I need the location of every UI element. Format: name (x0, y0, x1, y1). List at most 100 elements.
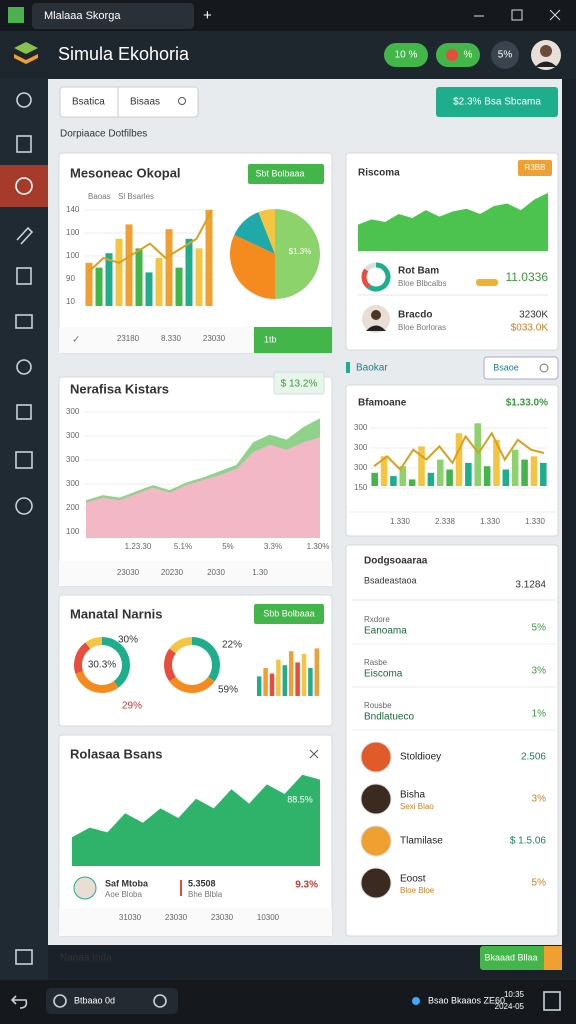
bar (288, 651, 294, 696)
taskbar-item-label: Btbaao 0d (74, 995, 115, 1005)
donut-segment (169, 676, 215, 693)
nav-icon[interactable] (16, 226, 34, 245)
bar (256, 676, 262, 696)
footer-badge[interactable] (254, 327, 332, 353)
search-icon[interactable] (178, 97, 186, 105)
tray-label: Bsao Bkaaos ZE60 (428, 995, 505, 1005)
label: 5.1% (174, 542, 192, 551)
label: 30.3% (88, 660, 116, 671)
bar (175, 267, 183, 306)
tab-title: Mlalaaa Skorga (44, 10, 121, 22)
sidebar (0, 79, 48, 980)
maximize-button[interactable] (511, 9, 523, 21)
label: 10300 (257, 913, 280, 922)
label: 5% (532, 623, 547, 634)
label: 3% (532, 794, 547, 805)
nav-icon[interactable] (16, 267, 32, 285)
bar (446, 469, 453, 486)
bar (95, 267, 103, 306)
bar (282, 665, 288, 696)
close-button[interactable] (549, 9, 561, 21)
bar (205, 210, 213, 306)
label: Rasbe (364, 658, 388, 667)
label: Bndlatueco (364, 712, 414, 723)
label: 2.338 (435, 517, 456, 526)
donut-segment (74, 642, 91, 674)
bar (105, 253, 113, 306)
dropdown-label: Sbb Bolbaaa (263, 608, 315, 618)
pie-slice (234, 212, 275, 254)
toolbar-button-label: $2.3% Bsa Sbcama (453, 97, 541, 108)
toolbar-button[interactable] (436, 87, 558, 117)
row-value: 5.3508 (188, 878, 216, 888)
card-title: Bfamoane (358, 398, 407, 409)
label: 200 (66, 503, 80, 512)
label: 23030 (203, 334, 226, 343)
row-value: $033.0K (511, 323, 549, 334)
bar (314, 648, 320, 696)
nav-icon[interactable] (16, 135, 32, 153)
progress-pill (476, 279, 498, 286)
dropdown[interactable] (254, 604, 324, 624)
nav-icon[interactable] (16, 359, 32, 375)
nav-icon[interactable] (15, 949, 33, 965)
nav-icon[interactable] (15, 451, 33, 469)
status-circle[interactable] (491, 41, 519, 69)
donut-segment (164, 648, 176, 682)
bar (399, 466, 407, 486)
browser-tab[interactable] (32, 3, 194, 29)
row-name: Saf Mtoba (105, 878, 149, 888)
card-footer (59, 561, 332, 586)
status-pill[interactable] (384, 43, 428, 67)
label: 100 (66, 251, 80, 260)
clock-icon[interactable] (153, 994, 167, 1008)
card (345, 544, 559, 937)
label: 29% (122, 701, 142, 712)
donut-segment (361, 268, 371, 289)
nav-icon[interactable] (15, 314, 33, 329)
bar (185, 238, 193, 306)
card (345, 384, 559, 537)
back-icon[interactable] (10, 995, 28, 1009)
footer-button[interactable] (480, 946, 562, 970)
bar (474, 423, 482, 486)
bar (380, 456, 388, 486)
bar (115, 238, 123, 306)
legend-label: Sl Bsarles (118, 192, 154, 201)
nav-icon[interactable] (15, 177, 33, 195)
section-button[interactable] (483, 356, 559, 380)
status-circle-label: 5% (498, 50, 513, 61)
card-badge-label: $ 13.2% (281, 379, 318, 390)
avatar-body (535, 61, 557, 67)
section-label: Dorpiaace Dotfilbes (60, 129, 147, 140)
nav-icon[interactable] (16, 404, 32, 420)
logo (14, 42, 38, 54)
clock-date: 2024-05 (495, 1002, 525, 1011)
footer-label: Naoaa Inda (60, 953, 112, 964)
close-card-button[interactable] (309, 749, 319, 759)
nav-icon[interactable] (15, 497, 33, 515)
new-tab-button[interactable]: + (203, 7, 212, 24)
avatar-body (366, 325, 386, 331)
label: 1.330 (480, 517, 501, 526)
label: 22% (222, 640, 242, 651)
notification-icon[interactable] (543, 991, 561, 1011)
label: 59% (218, 685, 238, 696)
trend-line (373, 431, 545, 472)
bar (483, 466, 491, 486)
refresh-icon (539, 363, 549, 373)
bar (371, 472, 378, 486)
card-title: Rolasaa Bsans (70, 746, 163, 761)
search-box[interactable] (59, 86, 199, 118)
label: 1.30% (307, 542, 330, 551)
nav-icon[interactable] (16, 92, 32, 108)
bar (195, 248, 203, 306)
taskbar-item[interactable] (46, 988, 178, 1014)
donut-segment (101, 637, 130, 688)
label: Rxdore (364, 615, 390, 624)
footer-icon: ✓ (72, 335, 80, 346)
dropdown[interactable] (248, 164, 324, 184)
label: 300 (66, 455, 80, 464)
trend-line (87, 209, 213, 274)
section-button-label: Bsaoe (493, 362, 519, 372)
